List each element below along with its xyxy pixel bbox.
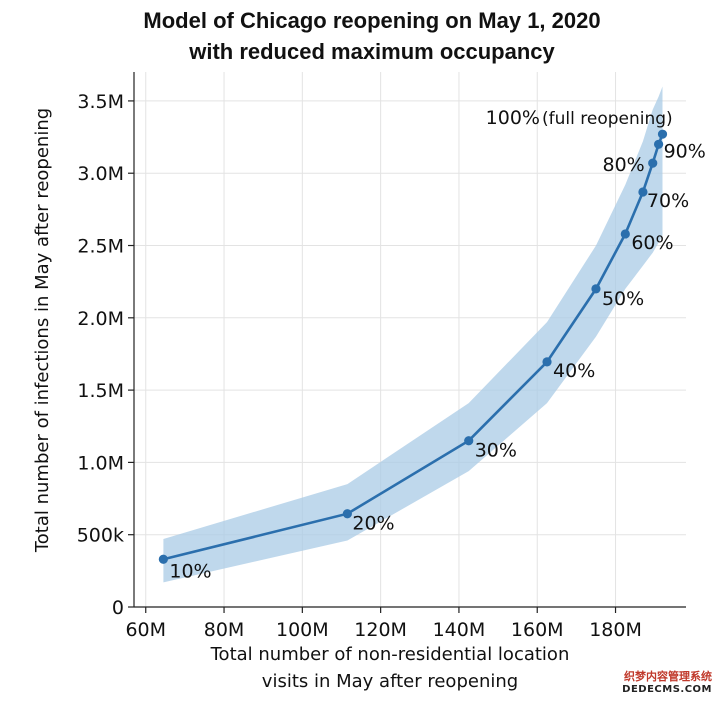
point-label: 30% — [475, 440, 517, 462]
y-tick-label: 2.0M — [77, 308, 124, 330]
point-label: 20% — [352, 513, 394, 535]
data-point — [653, 139, 664, 149]
confidence-band — [163, 86, 663, 583]
point-note: (full reopening) — [542, 109, 673, 129]
point-label: 100% — [486, 107, 540, 129]
data-point — [620, 229, 630, 239]
point-label: 80% — [602, 154, 644, 176]
watermark: 织梦内容管理系统 DEDECMS.COM — [622, 670, 712, 696]
y-axis-ticks: 0 500k 1.0M 1.5M 2.0M 2.5M 3.0M 3.5M — [77, 91, 134, 619]
data-point — [648, 158, 658, 168]
x-tick-label: 100M — [276, 619, 329, 641]
point-label: 10% — [169, 560, 211, 582]
y-tick-label: 1.5M — [77, 380, 124, 402]
y-tick-label: 500k — [77, 525, 124, 547]
y-tick-label: 3.0M — [77, 163, 124, 185]
chart-title-line-1: Model of Chicago reopening on May 1, 202… — [143, 8, 600, 33]
x-axis-label-line-2: visits in May after reopening — [262, 671, 518, 692]
point-labels: 10% 20% 30% 40% 50% 60% 70%80% 90% 100% (full reo… — [169, 107, 705, 582]
watermark-line-2: DEDECMS.COM — [622, 684, 712, 695]
series-line — [163, 133, 664, 561]
y-tick-label: 1.0M — [77, 452, 124, 474]
x-tick-label: 140M — [433, 619, 486, 641]
x-tick-label: 120M — [354, 619, 407, 641]
x-tick-label: 60M — [125, 619, 166, 641]
data-point — [542, 357, 552, 367]
y-tick-label: 2.5M — [77, 236, 124, 258]
data-points — [158, 129, 668, 564]
y-tick-label: 0 — [112, 597, 124, 619]
x-tick-label: 80M — [204, 619, 245, 641]
y-axis-label: Total number of infections in May after … — [32, 108, 53, 553]
chart-title-line-2: with reduced maximum occupancy — [188, 39, 555, 64]
y-tick-label: 3.5M — [77, 91, 124, 113]
point-label: 90% — [664, 140, 706, 162]
x-tick-label: 180M — [589, 619, 642, 641]
data-point — [638, 187, 648, 197]
point-label: 60% — [631, 232, 673, 254]
x-tick-label: 160M — [511, 619, 564, 641]
data-point — [657, 129, 668, 139]
x-axis-label-line-1: Total number of non-residential location — [210, 644, 570, 665]
data-point — [342, 509, 352, 519]
point-label: 50% — [602, 288, 644, 310]
data-point — [464, 436, 474, 446]
watermark-line-1: 织梦内容管理系统 — [624, 670, 712, 683]
data-point — [591, 284, 601, 294]
data-point — [158, 554, 168, 564]
point-label: 40% — [553, 360, 595, 382]
x-axis-ticks: 60M 80M 100M 120M 140M 160M 180M — [125, 607, 642, 641]
point-label: 70% — [647, 190, 689, 212]
